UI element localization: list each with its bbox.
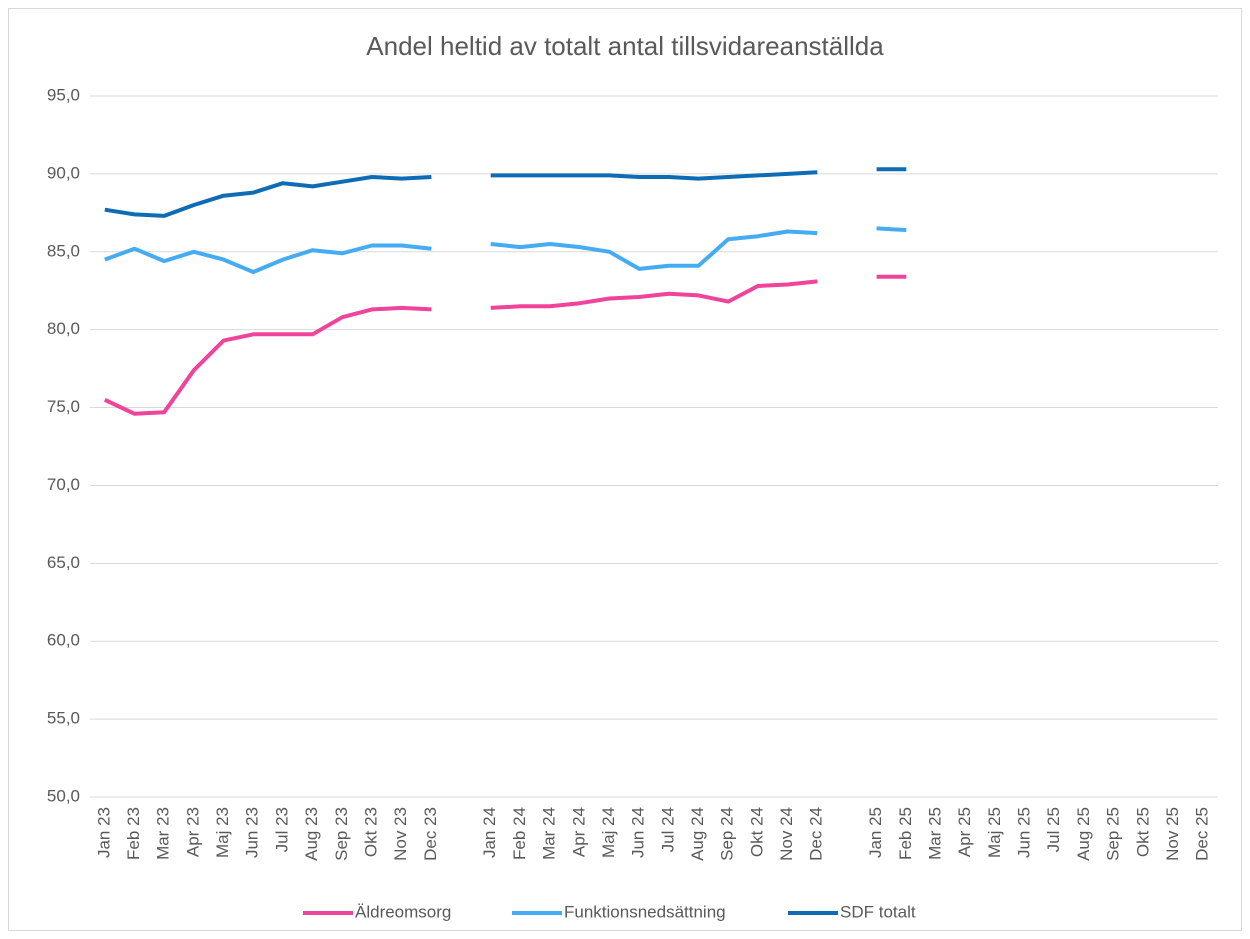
y-tick-label: 75,0 [47, 397, 80, 416]
x-tick-label: Mar 24 [540, 807, 559, 860]
x-tick-label: Jun 23 [243, 807, 262, 858]
series-line [103, 274, 907, 416]
x-tick-label: Okt 23 [361, 807, 380, 857]
x-tick-label: Jul 25 [1044, 807, 1063, 852]
x-tick-label: Feb 25 [896, 807, 915, 860]
x-tick-label: Jun 25 [1015, 807, 1034, 858]
x-tick-label: Feb 23 [124, 807, 143, 860]
chart-border [8, 8, 1242, 931]
y-tick-label: 65,0 [47, 553, 80, 572]
x-tick-label: Apr 24 [569, 807, 588, 857]
x-tick-label: Aug 23 [302, 807, 321, 861]
x-tick-label: Jun 24 [629, 807, 648, 858]
x-tick-label: Jan 25 [866, 807, 885, 858]
x-tick-label: Jan 23 [94, 807, 113, 858]
x-tick-label: Nov 24 [777, 807, 796, 861]
y-tick-label: 60,0 [47, 631, 80, 650]
x-tick-label: Mar 23 [154, 807, 173, 860]
chart-title: Andel heltid av totalt antal tillsvidare… [366, 31, 884, 61]
x-tick-label: Jan 24 [480, 807, 499, 858]
series-line [104, 167, 907, 218]
x-tick-label: Okt 24 [747, 807, 766, 857]
x-tick-label: Maj 25 [985, 807, 1004, 858]
x-tick-label: Feb 24 [510, 807, 529, 860]
x-tick-label: Maj 23 [213, 807, 232, 858]
y-tick-label: 70,0 [47, 475, 80, 494]
x-tick-label: Aug 24 [688, 807, 707, 861]
y-tick-label: 55,0 [47, 709, 80, 728]
x-tick-label: Dec 23 [421, 807, 440, 861]
legend-label: Äldreomsorg [355, 902, 451, 921]
series-line [104, 226, 907, 274]
x-tick-label: Dec 25 [1193, 807, 1212, 861]
x-tick-label: Jul 24 [658, 807, 677, 852]
x-tick-label: Sep 23 [332, 807, 351, 861]
y-tick-label: 80,0 [47, 319, 80, 338]
x-tick-label: Mar 25 [925, 807, 944, 860]
x-tick-label: Aug 25 [1074, 807, 1093, 861]
x-tick-label: Nov 25 [1163, 807, 1182, 861]
y-tick-label: 85,0 [47, 241, 80, 260]
x-tick-label: Maj 24 [599, 807, 618, 858]
x-tick-label: Sep 24 [718, 807, 737, 861]
x-tick-label: Apr 23 [183, 807, 202, 857]
x-tick-label: Nov 23 [391, 807, 410, 861]
legend-label: Funktionsnedsättning [564, 902, 726, 921]
x-tick-label: Okt 25 [1133, 807, 1152, 857]
x-tick-label: Apr 25 [955, 807, 974, 857]
y-tick-label: 95,0 [47, 85, 80, 104]
x-tick-label: Jul 23 [272, 807, 291, 852]
x-tick-label: Sep 25 [1104, 807, 1123, 861]
x-tick-label: Dec 24 [807, 807, 826, 861]
legend-label: SDF totalt [840, 902, 916, 921]
y-tick-label: 50,0 [47, 786, 80, 805]
y-tick-label: 90,0 [47, 163, 80, 182]
